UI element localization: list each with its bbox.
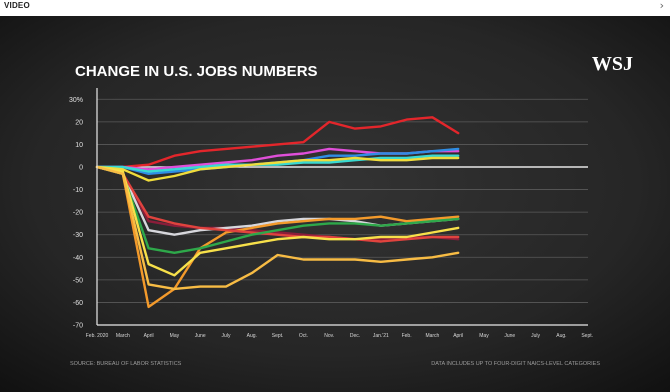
y-tick-label: -40	[73, 255, 83, 262]
axes	[96, 88, 588, 326]
x-tick-label: Sept.	[272, 333, 284, 339]
x-tick-label: May	[479, 333, 489, 339]
y-tick-label: 0	[79, 165, 83, 172]
y-tick-label: -50	[73, 277, 83, 284]
y-tick-label: 30%	[69, 97, 83, 104]
y-tick-label: -70	[73, 323, 83, 330]
chart-background	[0, 16, 670, 392]
x-tick-label: June	[504, 333, 515, 339]
series-line-9	[95, 165, 460, 243]
data-note: DATA INCLUDES UP TO FOUR-DIGIT NAICS-LEV…	[431, 361, 600, 367]
x-tick-label: Jan.'21	[373, 333, 389, 339]
x-tick-label: Aug.	[247, 333, 257, 339]
series-line-8	[95, 165, 460, 309]
x-tick-label: April	[144, 333, 154, 339]
series-line-10	[95, 165, 460, 255]
x-tick-label: April	[453, 333, 463, 339]
x-tick-label: Dec.	[350, 333, 360, 339]
y-tick-labels: 30% 20 10 0 -10 -20 -30 -40 -50 -60 -70	[69, 97, 83, 330]
x-tick-label: July	[531, 333, 540, 339]
jobs-chart: 30% 20 10 0 -10 -20 -30 -40 -50 -60 -70 Feb. 2020 M…	[0, 16, 670, 392]
x-tick-label: March	[425, 333, 439, 339]
series-line-5	[95, 156, 460, 182]
x-tick-label: March	[116, 333, 130, 339]
x-tick-label: Nov.	[324, 333, 334, 339]
x-tick-label: May	[170, 333, 180, 339]
section-header: VIDEO ›	[0, 0, 670, 14]
y-tick-label: -20	[73, 210, 83, 217]
series-line-12	[95, 165, 460, 291]
series-line-1	[95, 116, 460, 169]
series-line-4	[95, 154, 460, 173]
x-tick-label: June	[195, 333, 206, 339]
source-note: SOURCE: BUREAU OF LABOR STATISTICS	[70, 361, 182, 367]
x-tick-label: July	[222, 333, 231, 339]
wsj-logo: WSJ	[592, 53, 633, 75]
y-tick-label: 10	[75, 142, 83, 149]
x-tick-label: Feb. 2020	[86, 333, 109, 339]
chevron-right-icon[interactable]: ›	[659, 0, 664, 12]
y-tick-label: 20	[75, 119, 83, 126]
y-tick-label: -30	[73, 232, 83, 239]
series-lines	[95, 116, 460, 309]
y-tick-label: -10	[73, 187, 83, 194]
series-line-11	[95, 165, 460, 277]
chart-title: CHANGE IN U.S. JOBS NUMBERS	[75, 63, 318, 80]
x-tick-labels: Feb. 2020 March April May June July Aug. Sept. O…	[86, 333, 593, 339]
x-tick-label: Feb.	[402, 333, 412, 339]
y-tick-label: -60	[73, 300, 83, 307]
x-tick-label: Sept.	[581, 333, 593, 339]
video-player[interactable]: 30% 20 10 0 -10 -20 -30 -40 -50 -60 -70 Feb. 2020 M…	[0, 16, 670, 392]
x-tick-label: Oct.	[299, 333, 308, 339]
section-label: VIDEO	[4, 1, 30, 10]
x-tick-label: Aug.	[556, 333, 566, 339]
